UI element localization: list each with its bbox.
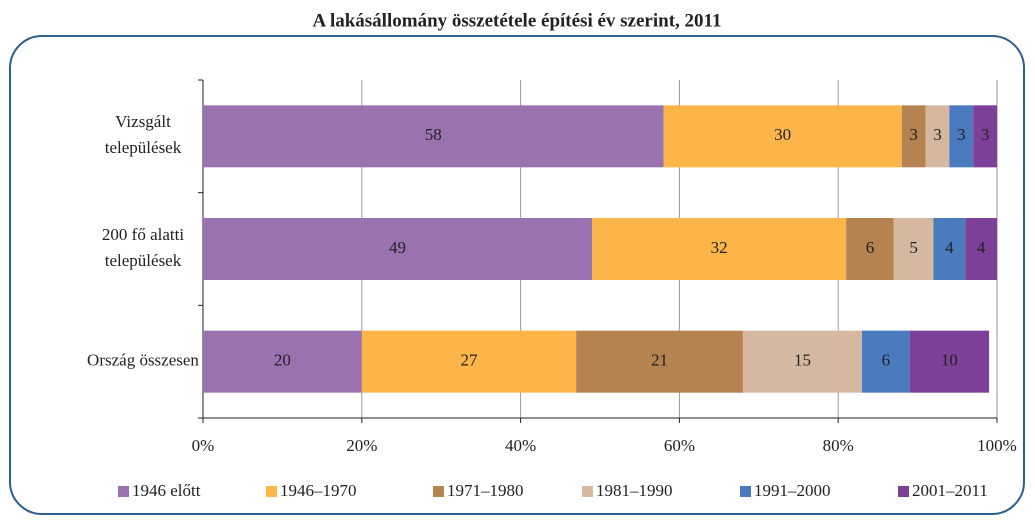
x-tick-label: 60% <box>664 436 695 455</box>
bar-segment <box>862 330 910 393</box>
legend-swatch <box>582 486 593 497</box>
y-tick-label: Vizsgált <box>115 112 171 131</box>
bar-segment <box>203 330 362 393</box>
bar-segment <box>576 330 743 393</box>
data-label: 3 <box>909 125 918 144</box>
data-label: 3 <box>957 125 966 144</box>
data-label: 4 <box>945 238 954 257</box>
bar-segment <box>592 218 847 280</box>
legend-swatch <box>433 486 444 497</box>
bar-segment <box>933 218 966 280</box>
frame <box>9 35 1025 515</box>
x-tick-label: 80% <box>823 436 854 455</box>
data-label: 3 <box>933 125 942 144</box>
legend-label: 1946–1970 <box>280 481 357 500</box>
x-tick-label: 40% <box>505 436 536 455</box>
x-tick-label: 20% <box>346 436 377 455</box>
data-label: 32 <box>711 238 728 257</box>
data-label: 21 <box>651 351 668 370</box>
legend-label: 2001–2011 <box>912 481 988 500</box>
legend-label: 1991–2000 <box>754 481 831 500</box>
data-label: 27 <box>460 351 478 370</box>
y-tick-label: települések <box>105 251 182 270</box>
x-tick-label: 0% <box>192 436 215 455</box>
bar-segment <box>949 105 974 168</box>
data-label: 5 <box>909 238 918 257</box>
data-label: 6 <box>882 351 891 370</box>
data-label: 3 <box>981 125 990 144</box>
bar-segment <box>893 218 934 280</box>
data-label: 30 <box>774 125 791 144</box>
legend-swatch <box>898 486 909 497</box>
data-label: 10 <box>941 351 958 370</box>
bar-segment <box>361 330 577 393</box>
bar-segment <box>203 105 664 168</box>
data-label: 49 <box>389 238 406 257</box>
legend-swatch <box>266 486 277 497</box>
chart-title: A lakásállomány összetétele építési év s… <box>313 10 722 31</box>
data-label: 6 <box>866 238 875 257</box>
y-tick-label: Ország összesen <box>87 351 199 370</box>
legend-label: 1946 előtt <box>132 481 201 500</box>
bar-segment <box>846 218 894 280</box>
data-label: 58 <box>425 125 442 144</box>
data-label: 4 <box>977 238 986 257</box>
bar-segment <box>742 330 863 393</box>
bar-segment <box>663 105 902 168</box>
legend-swatch <box>740 486 751 497</box>
data-label: 15 <box>794 351 811 370</box>
x-tick-label: 100% <box>977 436 1017 455</box>
bar-segment <box>973 105 997 168</box>
bar-segment <box>901 105 926 168</box>
bar-segment <box>925 105 950 168</box>
y-tick-label: települések <box>105 138 182 157</box>
legend-label: 1981–1990 <box>596 481 673 500</box>
data-label: 20 <box>274 351 291 370</box>
y-tick-label: 200 fő alatti <box>102 225 184 244</box>
legend-swatch <box>118 486 129 497</box>
bar-segment <box>965 218 997 280</box>
bar-segment <box>909 330 990 393</box>
bar-segment <box>203 218 593 280</box>
legend-label: 1971–1980 <box>447 481 524 500</box>
